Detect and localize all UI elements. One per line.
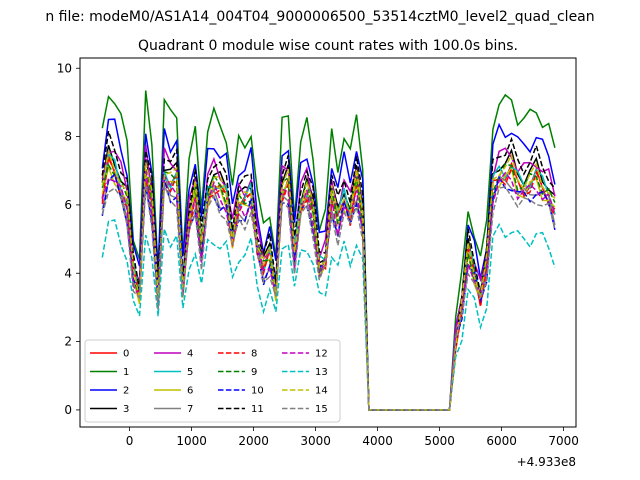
legend-label-6: 6 xyxy=(187,386,193,397)
legend-label-14: 14 xyxy=(315,386,328,397)
legend-label-10: 10 xyxy=(251,386,264,397)
x-tick-label: 0 xyxy=(126,434,134,448)
legend-label-4: 4 xyxy=(187,349,193,360)
legend-label-5: 5 xyxy=(187,367,193,378)
legend-label-11: 11 xyxy=(251,404,264,415)
legend-box xyxy=(84,339,341,423)
x-axis-offset-label: +4.933e8 xyxy=(517,455,576,469)
x-tick-label: 4000 xyxy=(362,434,393,448)
y-tick-label: 10 xyxy=(57,61,72,75)
legend-label-1: 1 xyxy=(123,367,129,378)
y-tick-label: 2 xyxy=(64,335,72,349)
legend-label-12: 12 xyxy=(315,349,328,360)
y-tick-label: 6 xyxy=(64,198,72,212)
series-line-14 xyxy=(101,151,556,411)
legend-label-7: 7 xyxy=(187,404,193,415)
legend-label-3: 3 xyxy=(123,404,129,415)
chart-title: Quadrant 0 module wise count rates with … xyxy=(138,38,518,54)
x-tick-label: 2000 xyxy=(238,434,269,448)
axes-frame xyxy=(79,57,577,428)
series-line-12 xyxy=(101,169,556,411)
y-tick-label: 0 xyxy=(64,403,72,417)
x-tick-label: 6000 xyxy=(486,434,517,448)
series-line-1 xyxy=(101,90,556,411)
x-tick-label: 1000 xyxy=(176,434,207,448)
legend-label-8: 8 xyxy=(251,349,257,360)
legend-label-2: 2 xyxy=(123,386,129,397)
series-line-11 xyxy=(101,130,556,411)
x-axis: 0 1000 2000 3000 4000 5000 6000 7000 xyxy=(126,427,579,448)
series-line-2 xyxy=(101,118,556,411)
legend-label-13: 13 xyxy=(315,367,328,378)
legend-label-15: 15 xyxy=(315,404,328,415)
series-line-13 xyxy=(101,219,556,411)
x-tick-label: 7000 xyxy=(548,434,579,448)
legend-label-0: 0 xyxy=(123,349,129,360)
y-tick-label: 8 xyxy=(64,130,72,144)
x-tick-label: 5000 xyxy=(424,434,455,448)
series-layer xyxy=(101,90,556,411)
figure-suptitle: n file: modeM0/AS1A14_004T04_9000006500_… xyxy=(45,9,594,25)
legend-label-9: 9 xyxy=(251,367,257,378)
y-axis: 0 2 4 6 8 10 xyxy=(57,61,80,417)
y-tick-label: 4 xyxy=(64,266,72,280)
x-tick-label: 3000 xyxy=(300,434,331,448)
series-line-15 xyxy=(101,184,556,411)
